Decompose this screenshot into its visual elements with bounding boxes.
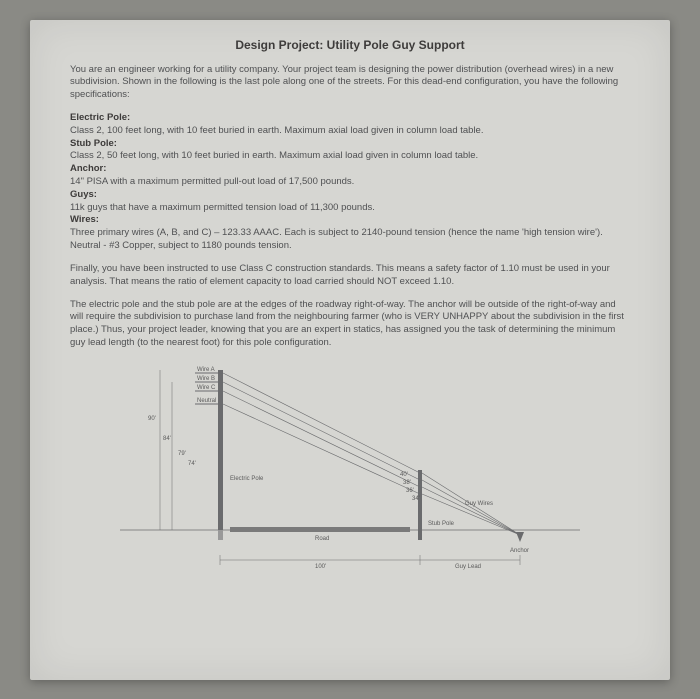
pole-diagram: Road Electric Pole Wire A Wire B Wire C … bbox=[100, 360, 600, 590]
stub-pole-label: Stub Pole bbox=[428, 521, 455, 527]
specifications: Electric Pole: Class 2, 100 feet long, w… bbox=[70, 112, 630, 253]
spec-guys-h: Guys: bbox=[70, 189, 97, 200]
spec-stub-pole-h: Stub Pole: bbox=[70, 138, 117, 149]
guy-wires-label: Guy Wires bbox=[465, 501, 493, 507]
wire-a-label: Wire A bbox=[197, 367, 215, 373]
spec-wires1: Three primary wires (A, B, and C) – 123.… bbox=[70, 227, 630, 240]
wire-c-label: Wire C bbox=[197, 385, 216, 391]
guy-lead-label: Guy Lead bbox=[455, 564, 481, 570]
neutral-label: Neutral bbox=[197, 398, 216, 404]
spec-anchor-h: Anchor: bbox=[70, 163, 106, 174]
electric-pole-label: Electric Pole bbox=[230, 476, 264, 482]
wire-b-label: Wire B bbox=[197, 376, 215, 382]
s38-label: 38' bbox=[403, 480, 411, 486]
w100-label: 100' bbox=[315, 564, 326, 570]
spec-anchor: 14" PISA with a maximum permitted pull-o… bbox=[70, 176, 630, 189]
task-paragraph: The electric pole and the stub pole are … bbox=[70, 299, 630, 350]
page-title: Design Project: Utility Pole Guy Support bbox=[70, 38, 630, 52]
h84-label: 84' bbox=[163, 436, 171, 442]
s40-label: 40' bbox=[400, 472, 408, 478]
safety-paragraph: Finally, you have been instructed to use… bbox=[70, 263, 630, 289]
intro-paragraph: You are an engineer working for a utilit… bbox=[70, 64, 630, 102]
document-page: Design Project: Utility Pole Guy Support… bbox=[30, 20, 670, 680]
spec-stub-pole: Class 2, 50 feet long, with 10 feet buri… bbox=[70, 150, 630, 163]
h90-label: 90' bbox=[148, 416, 156, 422]
spec-electric-pole-h: Electric Pole: bbox=[70, 112, 130, 123]
s36-label: 36' bbox=[406, 488, 414, 494]
spec-wires2: Neutral - #3 Copper, subject to 1180 pou… bbox=[70, 240, 630, 253]
spec-wires-h: Wires: bbox=[70, 214, 99, 225]
s34-label: 34' bbox=[412, 496, 420, 502]
h74-label: 74' bbox=[188, 461, 196, 467]
anchor-label: Anchor bbox=[510, 548, 529, 554]
spec-electric-pole: Class 2, 100 feet long, with 10 feet bur… bbox=[70, 125, 630, 138]
road-label: Road bbox=[315, 536, 329, 542]
spec-guys: 11k guys that have a maximum permitted t… bbox=[70, 202, 630, 215]
h79-label: 79' bbox=[178, 451, 186, 457]
